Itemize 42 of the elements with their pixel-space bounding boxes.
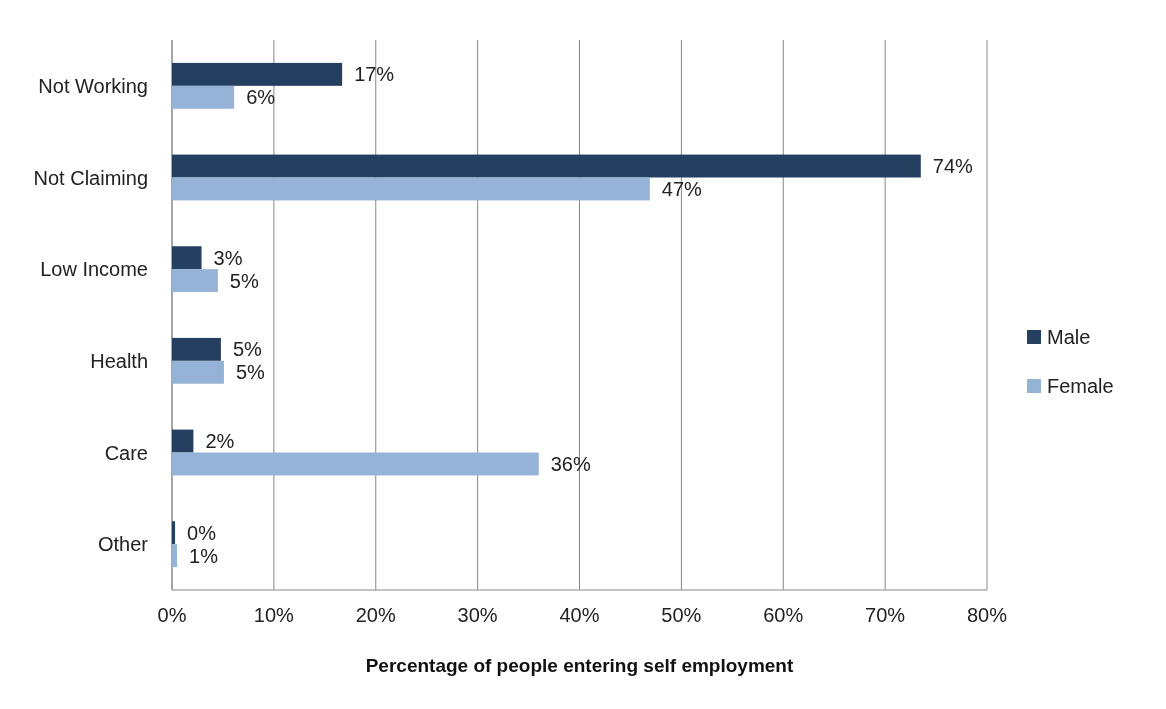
bar [172, 544, 178, 568]
x-axis-title: Percentage of people entering self employment [365, 655, 794, 676]
data-label: 47% [661, 177, 703, 200]
bar [172, 177, 650, 201]
y-tick-label: Low Income [40, 258, 148, 281]
x-tick-label: 50% [661, 604, 702, 626]
data-label: 1% [189, 544, 219, 567]
data-label: 5% [232, 338, 263, 361]
y-tick-label: Other [97, 533, 149, 556]
x-tick-label: 20% [355, 604, 396, 626]
bar [172, 337, 221, 361]
bar [172, 429, 194, 453]
y-tick-label: Health [90, 349, 148, 372]
data-label: 36% [550, 452, 591, 475]
bar [172, 452, 539, 476]
x-tick-label: 70% [865, 604, 906, 626]
data-label: 74% [932, 155, 974, 178]
data-label: 5% [235, 361, 266, 384]
bar [172, 154, 921, 178]
bar [172, 521, 176, 545]
x-tick-label: 30% [457, 604, 498, 626]
data-label: 2% [205, 430, 235, 453]
data-label: 3% [213, 246, 243, 269]
data-label: 5% [229, 269, 259, 292]
x-tick-label: 40% [559, 604, 600, 626]
bar [172, 269, 218, 293]
x-tick-label: 10% [253, 604, 295, 626]
legend-label: Male [1047, 326, 1091, 348]
bar [172, 360, 224, 384]
bar [172, 62, 343, 86]
bar [172, 246, 202, 270]
x-tick-label: 0% [157, 604, 187, 626]
y-tick-label: Not Claiming [33, 166, 148, 189]
legend-label: Female [1047, 375, 1114, 397]
x-tick-label: 60% [763, 604, 804, 626]
data-label: 17% [354, 63, 395, 86]
bar [172, 85, 235, 109]
y-tick-label: Care [104, 441, 148, 464]
data-label: 6% [246, 86, 276, 109]
data-label: 0% [187, 521, 217, 544]
y-tick-label: Not Working [38, 74, 148, 97]
x-tick-label: 80% [966, 604, 1008, 626]
